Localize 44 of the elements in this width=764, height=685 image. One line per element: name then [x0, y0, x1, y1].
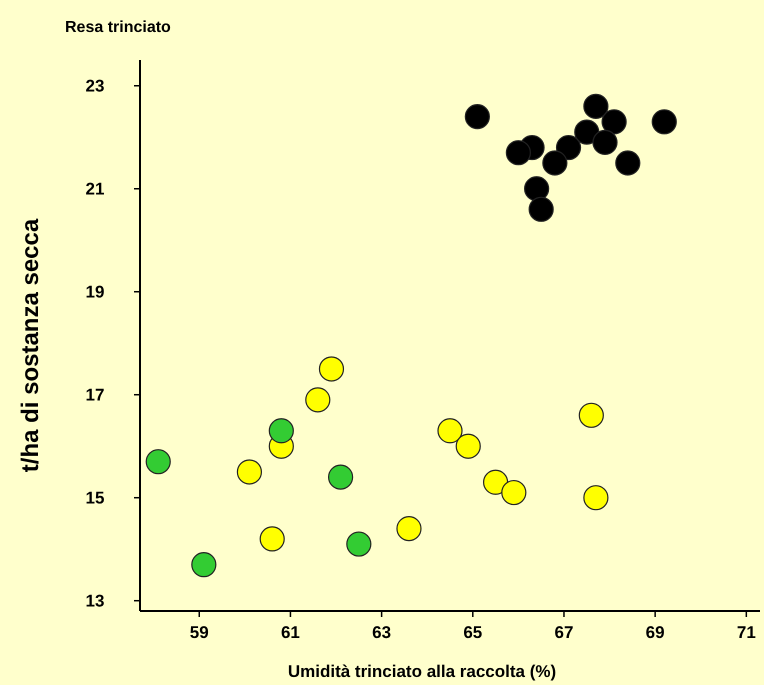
point — [615, 150, 640, 176]
point — [583, 94, 608, 119]
point — [437, 418, 463, 444]
y-tick-label: 15 — [86, 488, 104, 508]
point — [556, 134, 582, 160]
point — [482, 470, 508, 495]
point — [602, 109, 627, 134]
point — [501, 480, 526, 506]
point — [305, 387, 330, 412]
point — [191, 552, 216, 578]
chart-title: Resa trinciato — [65, 19, 172, 36]
point — [578, 402, 604, 428]
y-tick-label: 21 — [86, 180, 104, 199]
point — [506, 140, 531, 166]
point — [652, 109, 677, 134]
x-tick-label: 61 — [280, 623, 300, 642]
point — [268, 418, 294, 444]
point — [328, 464, 354, 490]
point — [396, 516, 422, 542]
y-tick-label: 13 — [86, 592, 104, 611]
point — [524, 176, 550, 202]
point — [592, 130, 618, 155]
point — [318, 356, 344, 382]
y-tick-label: 17 — [86, 386, 104, 405]
point — [146, 449, 171, 474]
point — [260, 526, 285, 552]
point — [583, 485, 608, 510]
point — [456, 434, 481, 459]
x-tick-label: 67 — [554, 623, 574, 642]
x-tick-label: 69 — [646, 623, 665, 642]
x-axis-title: Umidità trinciato alla raccolta (%) — [288, 662, 556, 681]
point — [528, 196, 554, 222]
x-tick-label: 71 — [736, 623, 756, 642]
x-tick-label: 63 — [372, 623, 392, 642]
y-axis-title: t/ha di sostanza secca — [17, 218, 44, 472]
point — [236, 459, 262, 485]
point — [542, 150, 568, 176]
point — [464, 104, 490, 130]
x-tick-label: 65 — [463, 623, 482, 642]
point — [346, 531, 372, 557]
point — [574, 119, 600, 145]
y-tick-label: 19 — [86, 282, 104, 302]
y-tick-label: 23 — [86, 76, 104, 96]
x-tick-label: 59 — [190, 623, 209, 642]
